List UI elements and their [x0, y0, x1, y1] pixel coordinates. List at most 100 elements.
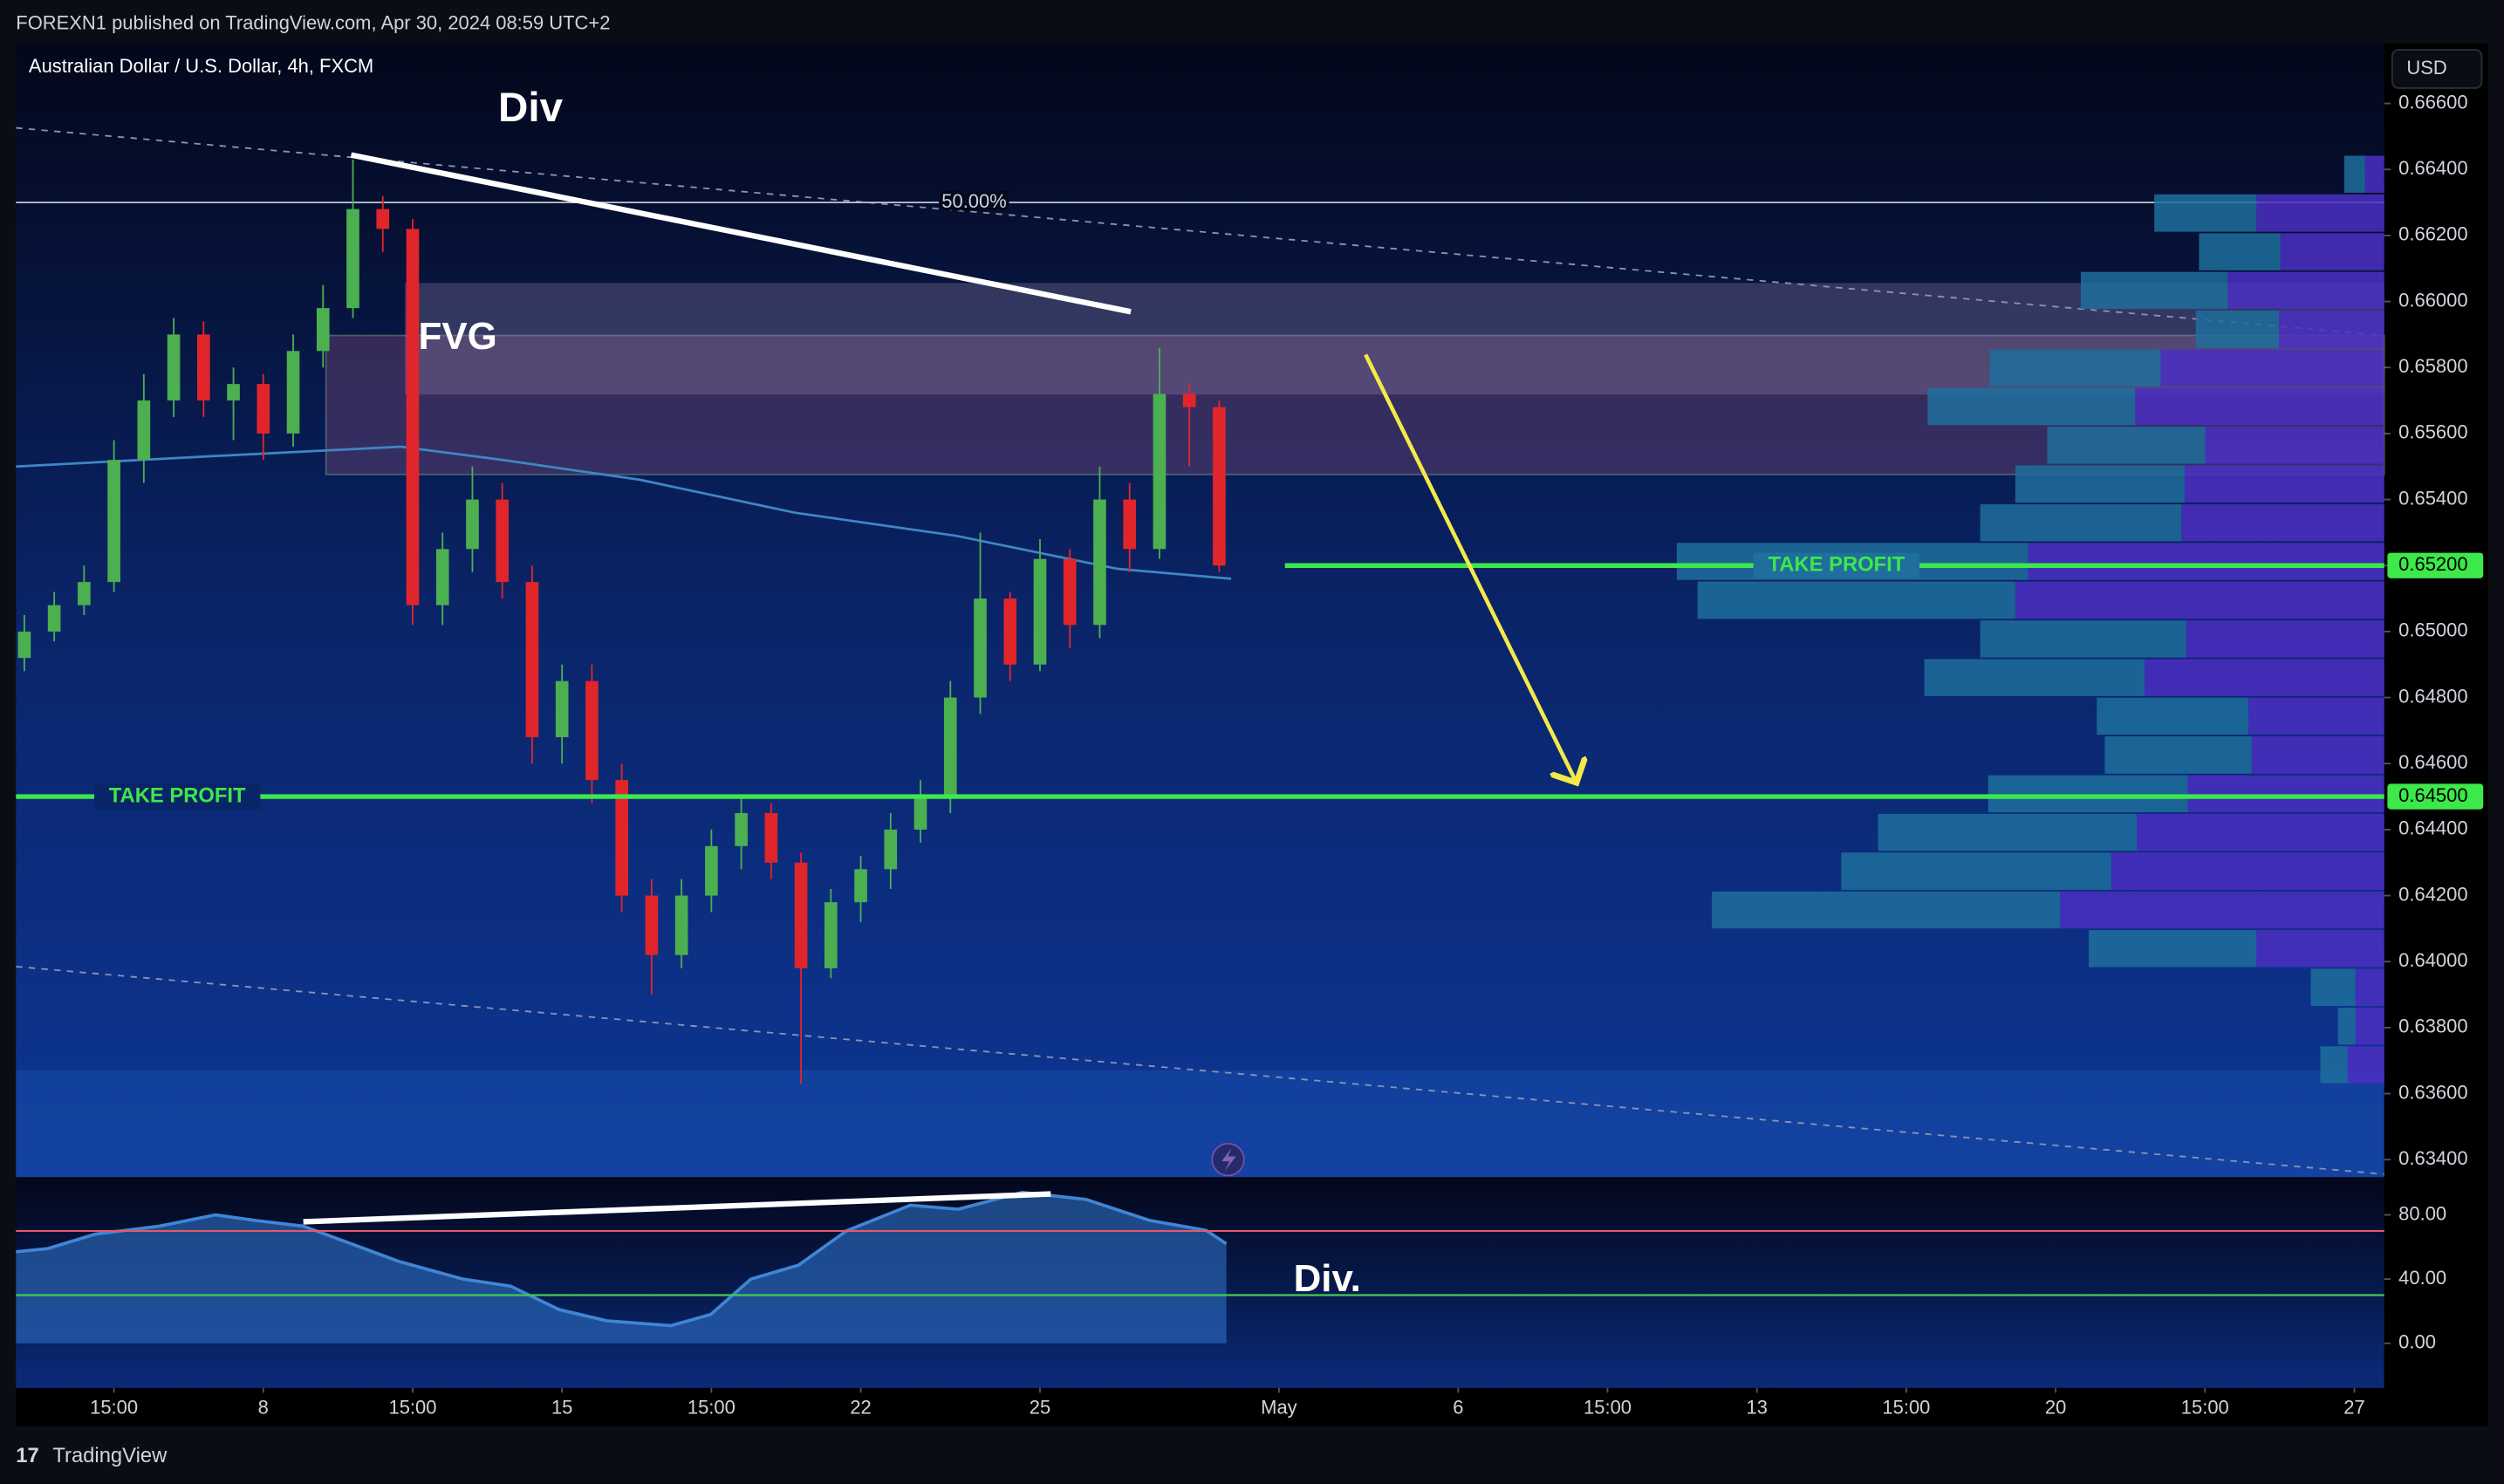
candle-body	[615, 780, 628, 896]
profile-down	[2256, 930, 2384, 968]
profile-up	[2089, 930, 2257, 968]
candle-body	[525, 582, 539, 737]
candle-body	[346, 209, 359, 309]
y-tick-label: 0.64200	[2398, 883, 2467, 905]
y-tick-label: 0.65000	[2398, 619, 2467, 641]
profile-down	[2347, 1046, 2384, 1084]
x-tick-label: 6	[1453, 1396, 1463, 1418]
profile-up	[2080, 271, 2228, 310]
candle-body	[1123, 499, 1137, 550]
candle-body	[496, 499, 510, 583]
profile-down	[2184, 465, 2384, 503]
y-tick-label: 0.66200	[2398, 223, 2467, 245]
profile-up	[1841, 852, 2111, 890]
price-axis	[2384, 43, 2488, 1388]
channel-line	[16, 127, 2384, 337]
profile-down	[2186, 620, 2384, 658]
y-tick-label: 0.65800	[2398, 355, 2467, 377]
candle-body	[854, 869, 867, 903]
candle-body	[1093, 499, 1106, 626]
candle-body	[585, 680, 599, 781]
y-tick-label: 0.63600	[2398, 1081, 2467, 1103]
currency-button[interactable]	[2391, 49, 2483, 89]
divergence-line	[350, 152, 1132, 315]
candle-body	[435, 549, 449, 605]
y-tick-label: 0.66400	[2398, 157, 2467, 179]
profile-up	[2015, 465, 2185, 503]
profile-up	[1924, 659, 2145, 696]
y-tick-label: 0.63800	[2398, 1016, 2467, 1037]
candle-body	[674, 895, 688, 955]
profile-down	[2137, 813, 2384, 851]
y-tick-label: 0.64800	[2398, 685, 2467, 707]
profile-down	[2160, 349, 2384, 387]
candle-body	[1182, 393, 1196, 407]
x-tick-label: 15:00	[688, 1396, 735, 1418]
profile-down	[2364, 155, 2384, 193]
candle-body	[227, 384, 240, 401]
channel-line	[16, 965, 2384, 1175]
profile-up	[1697, 581, 2015, 619]
price-tag-label: 0.65200	[2398, 553, 2467, 575]
x-tick-label: 15	[551, 1396, 572, 1418]
profile-down	[2355, 968, 2384, 1007]
profile-down	[2278, 310, 2384, 348]
y-tick-label: 0.64400	[2398, 817, 2467, 839]
profile-up	[2199, 233, 2281, 270]
candle-body	[1063, 558, 1077, 626]
price-tag-label: 0.64500	[2398, 784, 2467, 806]
candle-body	[286, 351, 300, 434]
candle-body	[705, 845, 718, 896]
profile-up	[2343, 155, 2365, 193]
osc-y-tick-label: 0.00	[2398, 1331, 2436, 1353]
profile-down	[2181, 504, 2384, 542]
profile-down	[2015, 581, 2384, 619]
profile-up	[2195, 310, 2279, 348]
profile-up	[1878, 813, 2138, 851]
candle-body	[196, 334, 210, 401]
take-profit-label: TAKE PROFIT	[1769, 553, 1905, 577]
arrow	[1364, 353, 1577, 783]
profile-up	[1989, 349, 2161, 387]
profile-down	[2256, 194, 2384, 232]
osc-div-label: Div.	[1294, 1257, 1361, 1300]
y-tick-label: 0.63400	[2398, 1147, 2467, 1169]
candle-body	[47, 605, 61, 632]
candle-body	[913, 797, 927, 830]
take-profit-label-bg	[93, 783, 261, 810]
candle-body	[316, 308, 330, 352]
candle-body	[1153, 393, 1166, 550]
symbol-title: Australian Dollar / U.S. Dollar, 4h, FXC…	[29, 55, 373, 77]
profile-up	[2337, 1007, 2356, 1045]
candle-body	[466, 499, 479, 550]
candle-body	[17, 631, 31, 659]
profile-up	[1712, 891, 2061, 929]
x-tick-label: 15:00	[1584, 1396, 1632, 1418]
moving-average	[16, 445, 1232, 580]
profile-up	[1980, 504, 2182, 542]
div-label: Div	[498, 85, 564, 131]
candle-body	[1003, 598, 1017, 665]
price-tag	[2387, 552, 2484, 578]
candle-body	[167, 334, 181, 401]
y-tick-label: 0.65400	[2398, 487, 2467, 509]
time-axis	[16, 1387, 2488, 1426]
candle-body	[645, 895, 659, 955]
bottom-zone	[16, 1070, 2384, 1178]
fvg-label: FVG	[419, 315, 497, 358]
x-tick-label: 20	[2045, 1396, 2066, 1418]
profile-up	[2320, 1046, 2348, 1084]
profile-down	[2060, 891, 2384, 929]
x-tick-label: 15:00	[389, 1396, 437, 1418]
x-tick-label: 22	[850, 1396, 871, 1418]
fib-label: 50.00%	[941, 190, 1006, 212]
take-profit-label-bg	[1753, 552, 1920, 578]
logo-mark: 17	[16, 1444, 38, 1467]
profile-up	[2047, 427, 2206, 464]
y-tick-label: 0.66000	[2398, 289, 2467, 311]
header-text: FOREXN1 published on TradingView.com, Ap…	[16, 12, 610, 34]
take-profit-label: TAKE PROFIT	[109, 783, 246, 807]
candle-body	[257, 384, 270, 434]
